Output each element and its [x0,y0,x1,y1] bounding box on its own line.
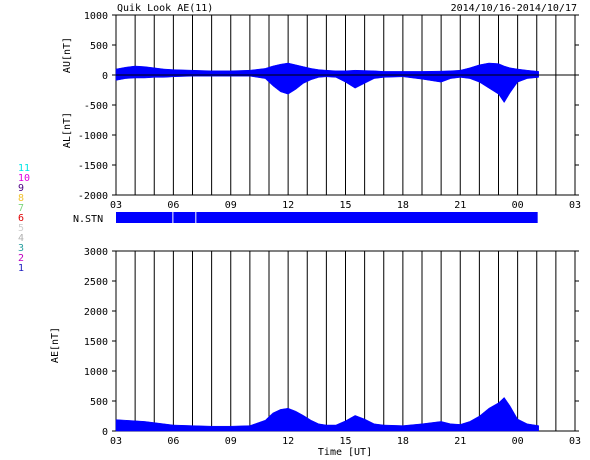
au-area [115,62,539,76]
au-al-xticks: 03 06 09 12 15 18 21 00 03 [110,200,581,211]
x-tick-label: 18 [397,200,409,211]
x-tick-label: 18 [397,436,409,447]
station-legend-item: 7 [18,203,25,214]
y-tick-label: 1500 [84,337,108,348]
station-legend-item: 6 [18,213,25,224]
x-tick-label: 03 [110,200,122,211]
au-al-yticks: 1000 500 0 -500 -1000 -1500 -2000 [78,11,579,202]
y-tick-label: -1500 [78,161,108,172]
station-legend-item: 10 [18,173,31,184]
y-tick-label: 1000 [84,11,108,22]
x-tick-label: 21 [454,200,466,211]
x-tick-label: 12 [282,200,294,211]
y-tick-label: 0 [102,427,108,438]
x-tick-label: 03 [110,436,122,447]
station-legend-item: 3 [18,243,25,254]
au-al-panel: 1000 500 0 -500 -1000 -1500 -2000 03 06 09 12 15 18… [62,11,581,211]
station-legend-item: 4 [18,233,25,244]
y-tick-label: 0 [102,71,108,82]
y-tick-label: -500 [84,101,108,112]
x-tick-label: 21 [454,436,466,447]
y-tick-label: 2500 [84,277,108,288]
ae-label: AE[nT] [50,327,61,363]
station-count-bars [116,212,538,223]
nstn-label: N.STN [73,214,103,225]
x-tick-label: 00 [512,436,524,447]
station-legend-item: 9 [18,183,25,194]
x-tick-label: 09 [225,436,237,447]
y-tick-label: 500 [90,41,108,52]
station-legend: 11 10 9 8 7 6 5 4 3 2 1 [18,164,38,274]
station-bar-segment [196,212,538,223]
date-range: 2014/10/16-2014/10/17 [451,3,577,14]
y-tick-label: -2000 [78,191,108,202]
x-tick-label: 06 [167,436,179,447]
ae-area [115,397,539,432]
ae-xticks: 03 06 09 12 15 18 21 00 03 [110,436,581,447]
x-tick-label: 03 [569,436,581,447]
x-tick-label: 15 [339,436,351,447]
station-legend-item: 2 [18,253,25,264]
x-axis-label: Time [UT] [318,447,372,458]
al-label: AL[nT] [62,112,73,148]
x-tick-label: 06 [167,200,179,211]
y-tick-label: 3000 [84,247,108,258]
station-legend-item: 11 [18,163,31,174]
x-tick-label: 09 [225,200,237,211]
x-tick-label: 15 [339,200,351,211]
station-count-panel: N.STN [73,212,538,225]
au-al-grid [134,15,557,195]
y-tick-label: 2000 [84,307,108,318]
x-tick-label: 12 [282,436,294,447]
station-legend-item: 1 [18,263,25,274]
station-legend-item: 5 [18,223,25,234]
station-bar-segment [173,212,196,223]
station-bar-segment [116,212,173,223]
y-tick-label: 1000 [84,367,108,378]
au-label: AU[nT] [62,37,73,73]
al-area [115,74,539,104]
x-tick-label: 00 [512,200,524,211]
y-tick-label: 500 [90,397,108,408]
chart-title: Quik Look AE(11) [117,3,213,14]
ae-yticks: 3000 2500 2000 1500 1000 500 0 [84,247,579,438]
ae-grid [134,251,557,431]
x-tick-label: 03 [569,200,581,211]
y-tick-label: -1000 [78,131,108,142]
station-legend-item: 8 [18,193,25,204]
